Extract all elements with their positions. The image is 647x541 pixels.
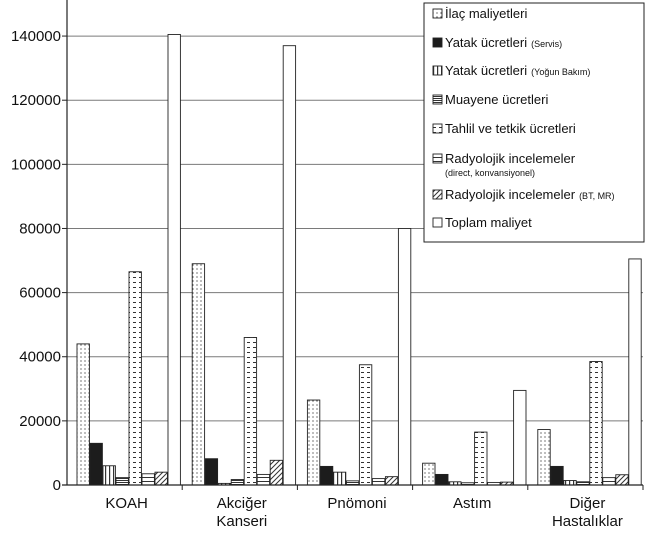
bar (167, 34, 181, 486)
legend-swatch (432, 37, 443, 48)
legend-swatch (432, 123, 443, 134)
bar (345, 480, 360, 486)
bar (358, 364, 373, 486)
bar (615, 474, 629, 486)
y-tick-label: 100000 (11, 156, 61, 173)
legend-swatch (432, 189, 443, 200)
y-tick-label: 140000 (11, 28, 61, 45)
bar (141, 473, 155, 486)
legend-swatch (432, 217, 443, 228)
legend: İlaç maliyetleri Yatak ücretleri (Servis) Y… (423, 2, 645, 243)
bar (282, 45, 297, 486)
legend-box (423, 2, 645, 243)
legend-sublabel: (direct, konvansiyonel) (445, 168, 535, 178)
y-tick-label: 80000 (19, 220, 61, 237)
bar (537, 429, 551, 486)
y-tick-label: 0 (53, 477, 61, 494)
bar (422, 462, 436, 486)
legend-label: Yatak ücretleri (Yoğun Bakım) (445, 63, 590, 78)
bar (602, 477, 616, 486)
bar (269, 459, 284, 486)
legend-swatch (432, 8, 443, 19)
bar (474, 431, 488, 486)
bar (256, 473, 271, 486)
x-tick-label-line2: Hastalıklar (552, 513, 623, 530)
bar (397, 228, 412, 486)
bar (435, 473, 449, 486)
bar (204, 458, 219, 486)
y-tick-label: 20000 (19, 413, 61, 430)
bar (513, 389, 527, 486)
bar (384, 476, 399, 486)
bar (76, 343, 90, 486)
bar (243, 337, 258, 486)
y-tick-label: 120000 (11, 92, 61, 109)
bar (550, 465, 564, 486)
axes (62, 0, 643, 486)
x-tick-label: KOAH (105, 495, 148, 512)
legend-swatch (432, 94, 443, 105)
legend-label: Tahlil ve tetkik ücretleri (445, 121, 576, 136)
bars (76, 34, 642, 486)
legend-label: Yatak ücretleri (Servis) (445, 35, 562, 50)
bar (589, 361, 603, 486)
legend-label: Muayene ücretleri (445, 92, 548, 107)
bar (371, 478, 386, 486)
y-axis-ticks: 0 20000 40000 60000 80000 100000 120000 140000 (11, 28, 67, 494)
legend-sublabel: (Servis) (531, 39, 562, 49)
legend-label: Radyolojik incelemeler (445, 151, 576, 166)
bar (230, 479, 245, 486)
y-tick-label: 60000 (19, 285, 61, 302)
legend-label: İlaç maliyetleri (445, 6, 527, 21)
x-tick-label: Astım (453, 495, 491, 512)
gridlines (67, 35, 643, 422)
x-tick-label: Akciğer (217, 495, 267, 512)
bar (563, 480, 577, 486)
x-tick-label-line2: Kanseri (216, 513, 267, 530)
bar (89, 442, 103, 486)
bar (306, 399, 321, 486)
legend-sublabel: (BT, MR) (579, 191, 615, 201)
bar (154, 471, 168, 486)
bar (102, 465, 116, 486)
bar (332, 471, 347, 486)
bar (191, 263, 206, 486)
bar (319, 465, 334, 486)
bar (628, 258, 642, 486)
legend-swatch (432, 153, 443, 164)
legend-swatch (432, 65, 443, 76)
x-tick-label: Pnömoni (327, 495, 386, 512)
bar (128, 271, 142, 486)
x-tick-label: Diğer (569, 495, 605, 512)
legend-label: Toplam maliyet (445, 215, 532, 230)
legend-sublabel: (Yoğun Bakım) (531, 67, 590, 77)
legend-label: Radyolojik incelemeler (BT, MR) (445, 187, 615, 202)
bar (115, 477, 129, 486)
y-tick-label: 40000 (19, 349, 61, 366)
